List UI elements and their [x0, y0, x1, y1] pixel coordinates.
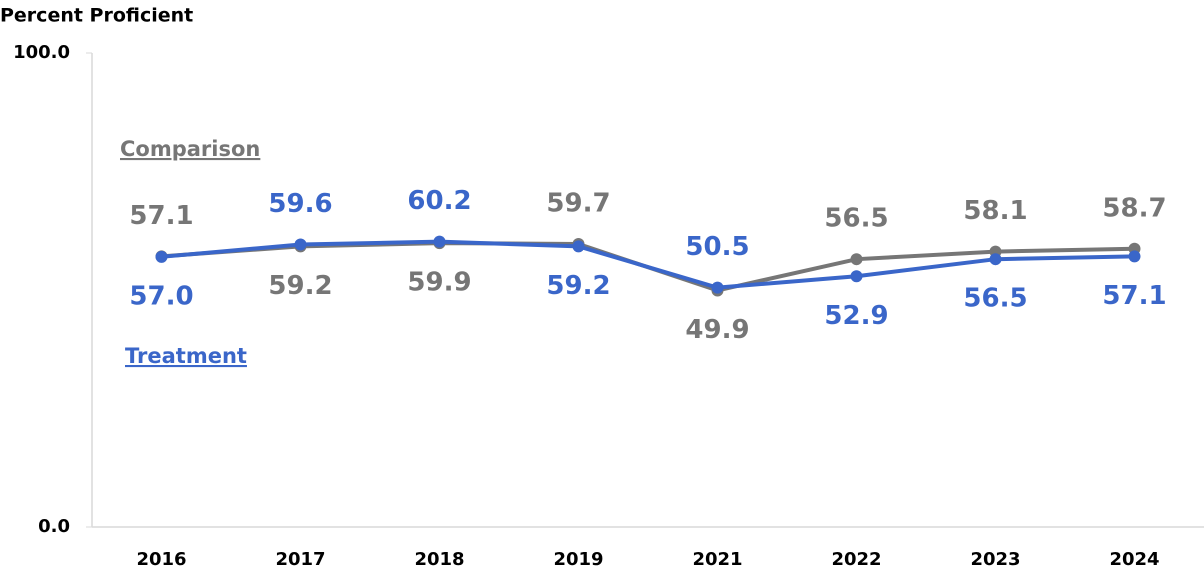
- data-label: 59.2: [546, 271, 610, 301]
- legend-label: Treatment: [125, 344, 247, 368]
- point: [850, 253, 863, 266]
- data-label: 59.6: [268, 189, 332, 219]
- x-tick-label: 2019: [553, 549, 603, 570]
- x-tick-label: 2024: [1109, 549, 1159, 570]
- y-tick-label: 0.0: [38, 516, 70, 537]
- data-label: 57.1: [129, 201, 193, 231]
- y-tick-label: 100.0: [13, 42, 70, 63]
- data-label: 49.9: [685, 315, 749, 345]
- point: [433, 235, 446, 248]
- x-tick-label: 2018: [414, 549, 464, 570]
- point: [294, 238, 307, 251]
- series-line: [161, 239, 1135, 290]
- point: [1128, 250, 1141, 263]
- point: [155, 250, 168, 263]
- legend-label: Comparison: [120, 137, 260, 161]
- data-label: 57.1: [1102, 281, 1166, 311]
- x-tick-label: 2023: [970, 549, 1020, 570]
- data-label: 56.5: [963, 284, 1027, 314]
- x-tick-label: 2016: [136, 549, 186, 570]
- data-label: 58.1: [963, 196, 1027, 226]
- point: [711, 281, 724, 294]
- y-axis-title: Percent Proficient: [0, 5, 193, 27]
- data-label: 52.9: [824, 301, 888, 331]
- point: [850, 270, 863, 283]
- x-tick-label: 2017: [275, 549, 325, 570]
- point: [572, 240, 585, 253]
- data-label: 56.5: [824, 204, 888, 234]
- data-label: 60.2: [407, 186, 471, 216]
- x-tick-label: 2022: [831, 549, 881, 570]
- data-label: 59.9: [407, 268, 471, 298]
- data-label: 59.7: [546, 189, 610, 219]
- data-label: 58.7: [1102, 193, 1166, 223]
- x-tick-label: 2021: [692, 549, 742, 570]
- point: [989, 253, 1002, 266]
- data-label: 59.2: [268, 271, 332, 301]
- data-label: 57.0: [129, 281, 193, 311]
- data-label: 50.5: [685, 232, 749, 262]
